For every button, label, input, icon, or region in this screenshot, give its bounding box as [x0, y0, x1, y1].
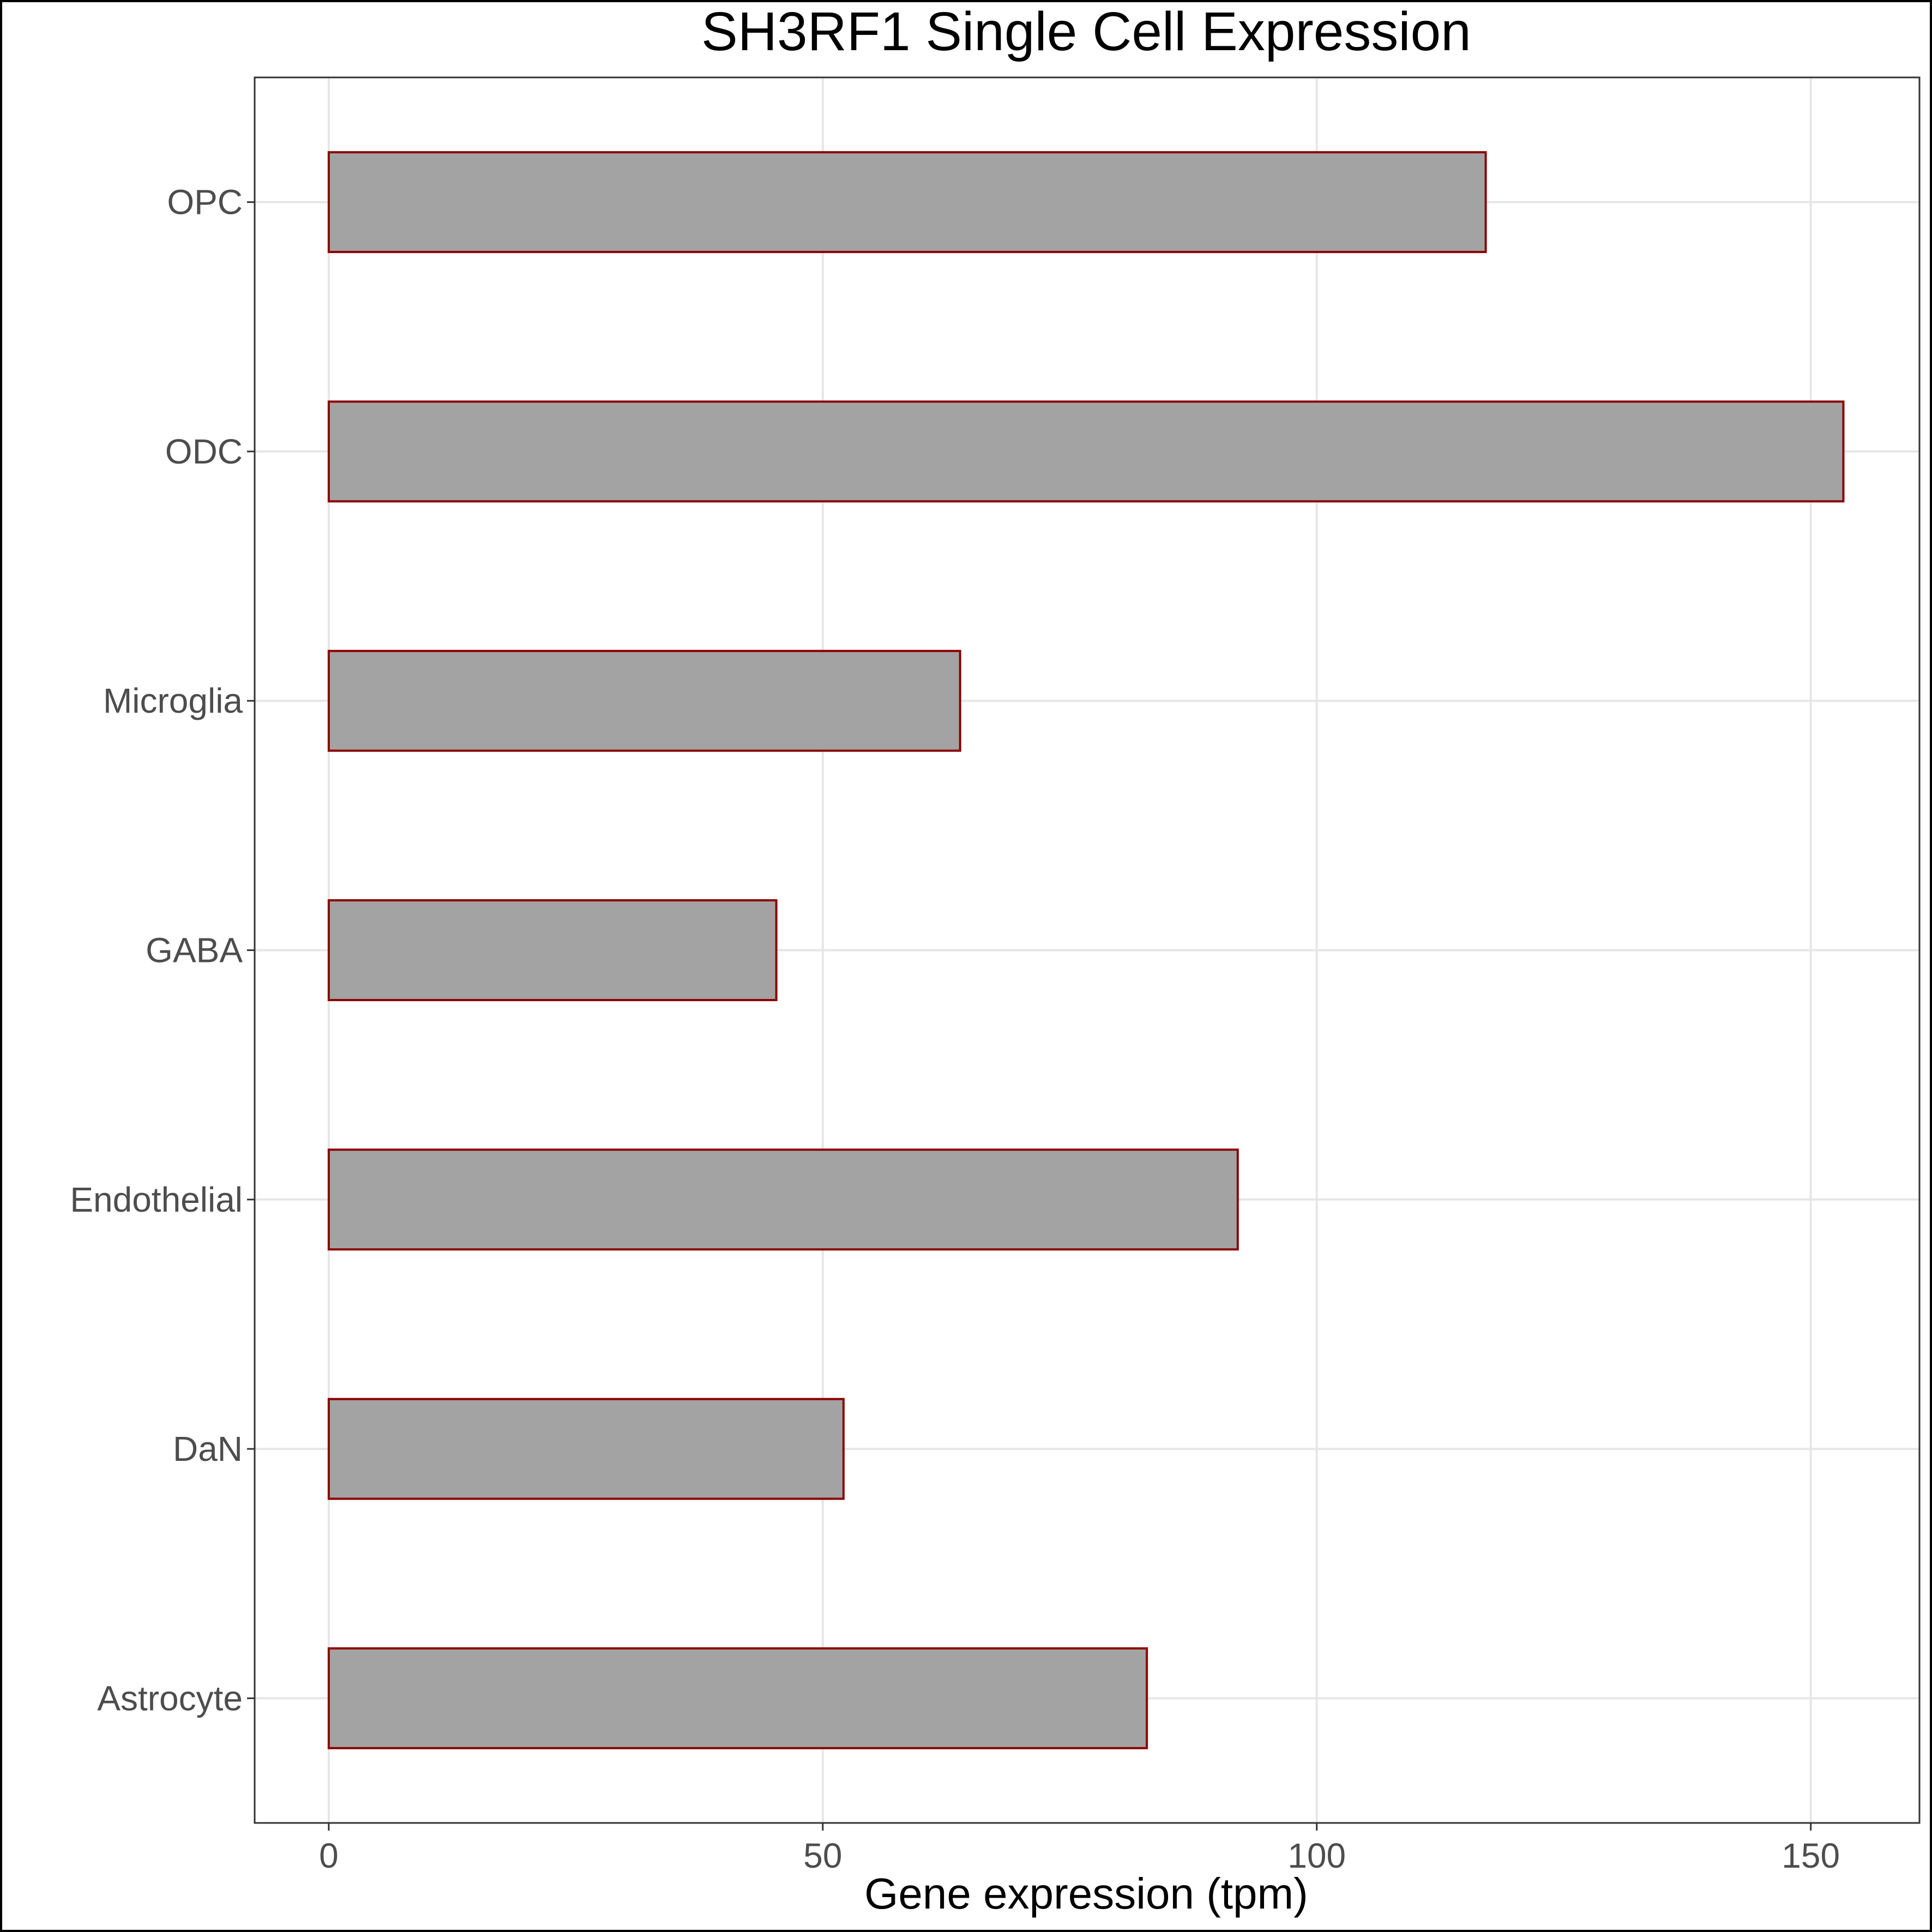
y-axis-ticks: Astrocyte DaN Endothelial GABA Microglia ODC O…: [70, 183, 255, 1718]
x-tick-label: 50: [803, 1836, 842, 1875]
x-axis-ticks: 0 50 100 150: [319, 1823, 1840, 1875]
bar-endothelial: [327, 1148, 1239, 1251]
bar-microglia: [327, 649, 961, 752]
y-tick-label: DaN: [173, 1429, 243, 1468]
y-tick-label: OPC: [167, 183, 243, 222]
y-tick-label: Astrocyte: [97, 1678, 243, 1718]
x-tick-label: 100: [1287, 1836, 1346, 1875]
chart-title: SH3RF1 Single Cell Expression: [701, 1, 1471, 62]
bar-astrocyte: [327, 1647, 1148, 1749]
y-tick-label: GABA: [146, 931, 243, 970]
bars: [327, 151, 1845, 1749]
bar-odc: [327, 400, 1845, 503]
bar-opc: [327, 151, 1487, 254]
x-axis-label: Gene expression (tpm): [864, 1869, 1308, 1918]
x-tick-label: 150: [1781, 1836, 1840, 1875]
x-tick-label: 0: [319, 1836, 339, 1875]
bar-gaba: [327, 899, 778, 1001]
y-tick-label: Microglia: [103, 681, 243, 720]
y-tick-label: ODC: [165, 432, 243, 471]
y-tick-label: Endothelial: [70, 1180, 243, 1219]
bar-dan: [327, 1398, 845, 1500]
